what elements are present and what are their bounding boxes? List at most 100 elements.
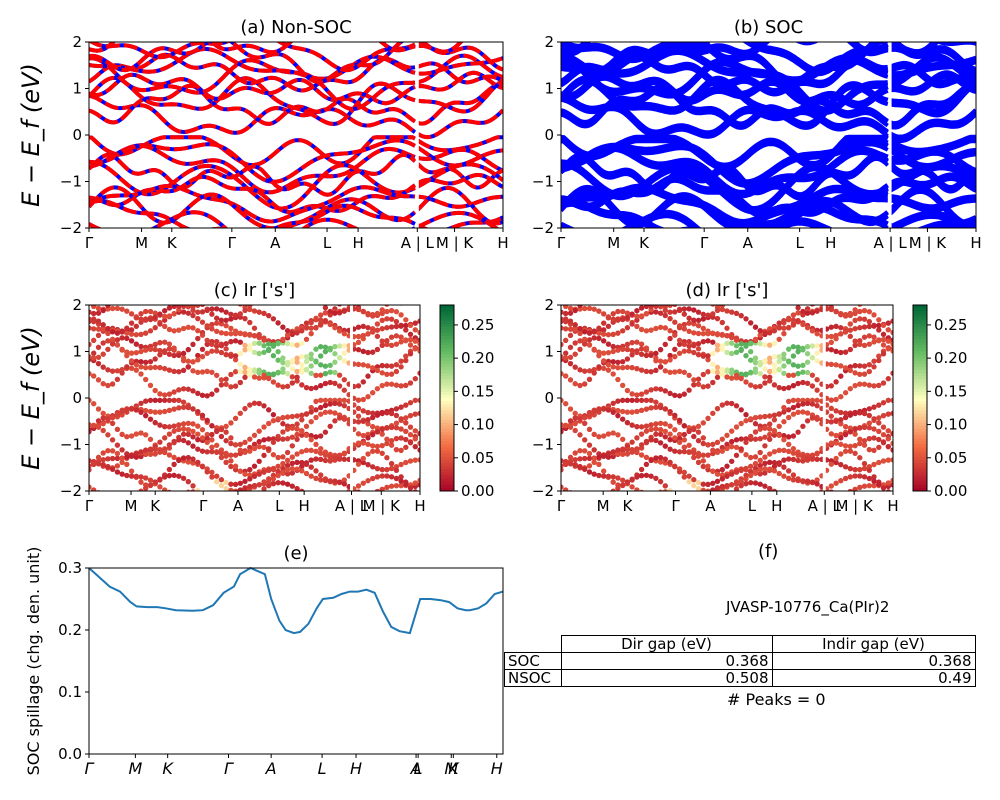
band-point [592, 285, 597, 290]
band-point [318, 404, 324, 411]
band-point [327, 478, 333, 484]
band-point [615, 330, 621, 336]
band-point [389, 334, 395, 340]
band-point [360, 418, 366, 424]
band-point [643, 368, 650, 374]
band-point [247, 472, 253, 478]
band-point [228, 311, 234, 317]
band-point [199, 448, 206, 454]
band-point [686, 339, 692, 345]
band-point [294, 355, 300, 361]
band-point [852, 307, 858, 313]
band-point [686, 387, 692, 393]
band-point [209, 469, 215, 475]
band-point [289, 483, 295, 489]
band-point [171, 438, 177, 445]
band-point [242, 369, 248, 375]
band-point [729, 309, 735, 315]
band-point [615, 359, 621, 365]
band-point [384, 316, 390, 322]
band-point [776, 324, 782, 330]
band-point [417, 410, 420, 416]
band-point [379, 326, 385, 332]
band-point [828, 419, 834, 425]
band-point [767, 413, 773, 419]
band-point [214, 496, 219, 501]
band-point [393, 412, 399, 419]
band-line [561, 183, 888, 225]
band-point [233, 415, 239, 421]
band-point [724, 333, 730, 339]
band-point [724, 349, 730, 355]
band-point [658, 404, 664, 411]
band-point [360, 332, 366, 339]
band-point [176, 369, 182, 375]
band-line [416, 162, 503, 190]
band-point [289, 358, 295, 364]
band-point [639, 391, 645, 397]
band-point [653, 386, 659, 392]
band-point [389, 483, 395, 489]
band-point [199, 346, 206, 352]
band-point [91, 316, 97, 322]
band-point [176, 457, 182, 463]
band-point [828, 361, 834, 367]
band-point [729, 375, 735, 381]
band-point [695, 352, 702, 358]
band-point [303, 470, 310, 477]
band-point [403, 459, 409, 466]
band-point [138, 364, 144, 370]
band-point [214, 306, 220, 312]
band-point [337, 401, 343, 407]
band-point [587, 290, 592, 295]
band-point [567, 318, 574, 324]
band-point [781, 433, 787, 439]
band-point [591, 346, 597, 352]
band-point [662, 312, 668, 319]
band-point [629, 311, 635, 317]
band-point [567, 354, 574, 360]
band-point [380, 294, 385, 299]
band-point [880, 413, 887, 419]
band-point [620, 308, 626, 315]
band-point [124, 472, 130, 479]
band-point [384, 297, 389, 302]
band-line [889, 42, 976, 49]
band-point [360, 408, 366, 414]
band-point [308, 325, 314, 331]
band-point [634, 366, 640, 372]
band-point [714, 316, 721, 322]
band-point [355, 347, 362, 353]
band-point [389, 410, 395, 417]
band-point [393, 341, 399, 347]
band-point [195, 423, 201, 429]
band-line [561, 52, 889, 94]
band-point [591, 412, 597, 418]
band-point [686, 328, 692, 334]
band-point [285, 481, 291, 487]
band-point [567, 361, 574, 367]
band-point [700, 331, 706, 337]
band-line [418, 42, 503, 72]
band-point [605, 407, 612, 413]
band-point [582, 329, 588, 335]
band-point [337, 372, 343, 378]
band-point [586, 305, 593, 311]
band-point [327, 401, 333, 407]
band-point [313, 295, 318, 300]
band-point [852, 363, 858, 369]
band-point [393, 319, 399, 325]
band-point [814, 358, 820, 364]
band-point [162, 317, 168, 323]
band-point [256, 428, 262, 434]
band-point [658, 324, 664, 330]
band-point [119, 408, 125, 414]
band-point [880, 322, 887, 328]
band-point [714, 406, 721, 412]
band-point [417, 348, 420, 354]
band-point [861, 316, 868, 322]
band-point [624, 387, 631, 394]
band-point [365, 363, 371, 369]
band-point [852, 338, 858, 344]
band-point [181, 431, 187, 437]
